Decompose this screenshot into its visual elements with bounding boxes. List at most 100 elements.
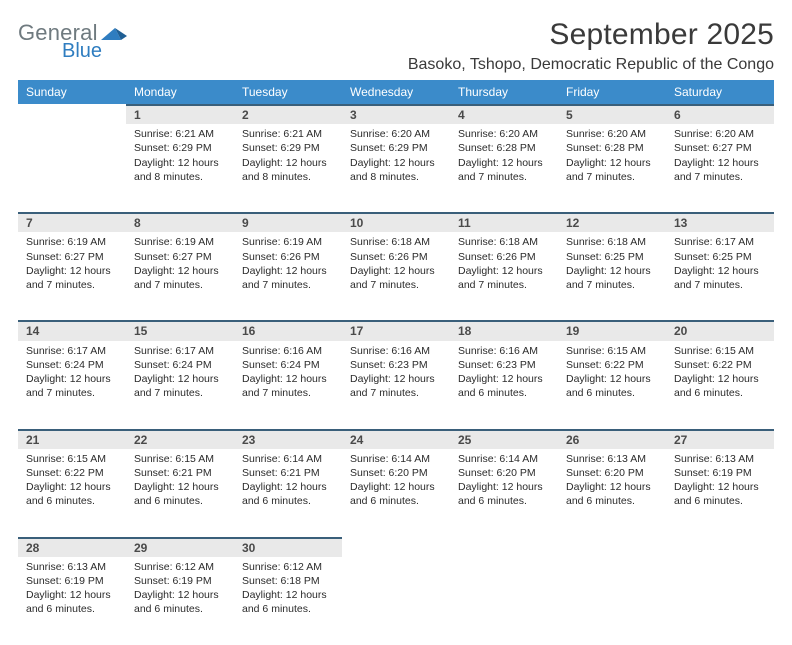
sunrise-text: Sunrise: 6:16 AM bbox=[242, 344, 334, 358]
daylight-text: Daylight: 12 hours and 7 minutes. bbox=[458, 156, 550, 184]
calendar-week-daynum-row: 78910111213 bbox=[18, 212, 774, 232]
brand-text-blue: Blue bbox=[62, 40, 102, 63]
daylight-text: Daylight: 12 hours and 7 minutes. bbox=[350, 372, 442, 400]
day-number: 21 bbox=[18, 429, 126, 449]
sunrise-text: Sunrise: 6:20 AM bbox=[674, 127, 766, 141]
day-number bbox=[450, 537, 558, 544]
calendar-day-content-cell: Sunrise: 6:18 AMSunset: 6:26 PMDaylight:… bbox=[450, 232, 558, 320]
calendar-day-number-cell: 2 bbox=[234, 104, 342, 124]
sunset-text: Sunset: 6:20 PM bbox=[566, 466, 658, 480]
sunset-text: Sunset: 6:24 PM bbox=[134, 358, 226, 372]
calendar-day-number-cell bbox=[558, 537, 666, 557]
calendar-day-content-cell bbox=[666, 557, 774, 645]
sunrise-text: Sunrise: 6:14 AM bbox=[458, 452, 550, 466]
sunrise-text: Sunrise: 6:15 AM bbox=[134, 452, 226, 466]
calendar-week-daynum-row: 282930 bbox=[18, 537, 774, 557]
sunrise-text: Sunrise: 6:14 AM bbox=[242, 452, 334, 466]
calendar-day-number-cell: 11 bbox=[450, 212, 558, 232]
calendar-day-content-cell: Sunrise: 6:15 AMSunset: 6:22 PMDaylight:… bbox=[558, 341, 666, 429]
daylight-text: Daylight: 12 hours and 6 minutes. bbox=[350, 480, 442, 508]
daylight-text: Daylight: 12 hours and 7 minutes. bbox=[242, 264, 334, 292]
sunrise-text: Sunrise: 6:16 AM bbox=[350, 344, 442, 358]
calendar-day-number-cell: 20 bbox=[666, 320, 774, 340]
day-details: Sunrise: 6:19 AMSunset: 6:27 PMDaylight:… bbox=[18, 232, 126, 298]
calendar-day-content-cell: Sunrise: 6:17 AMSunset: 6:24 PMDaylight:… bbox=[18, 341, 126, 429]
sunrise-text: Sunrise: 6:13 AM bbox=[674, 452, 766, 466]
calendar-day-number-cell: 13 bbox=[666, 212, 774, 232]
day-number: 29 bbox=[126, 537, 234, 557]
day-details: Sunrise: 6:16 AMSunset: 6:24 PMDaylight:… bbox=[234, 341, 342, 407]
day-details: Sunrise: 6:13 AMSunset: 6:19 PMDaylight:… bbox=[18, 557, 126, 623]
calendar-day-number-cell: 28 bbox=[18, 537, 126, 557]
sunrise-text: Sunrise: 6:18 AM bbox=[458, 235, 550, 249]
sunset-text: Sunset: 6:21 PM bbox=[134, 466, 226, 480]
daylight-text: Daylight: 12 hours and 6 minutes. bbox=[674, 372, 766, 400]
daylight-text: Daylight: 12 hours and 7 minutes. bbox=[350, 264, 442, 292]
calendar-day-content-cell bbox=[342, 557, 450, 645]
weekday-header: Thursday bbox=[450, 80, 558, 104]
sunrise-text: Sunrise: 6:16 AM bbox=[458, 344, 550, 358]
daylight-text: Daylight: 12 hours and 7 minutes. bbox=[26, 372, 118, 400]
calendar-day-content-cell: Sunrise: 6:21 AMSunset: 6:29 PMDaylight:… bbox=[234, 124, 342, 212]
daylight-text: Daylight: 12 hours and 6 minutes. bbox=[242, 480, 334, 508]
sunrise-text: Sunrise: 6:14 AM bbox=[350, 452, 442, 466]
sunset-text: Sunset: 6:19 PM bbox=[674, 466, 766, 480]
sunrise-text: Sunrise: 6:12 AM bbox=[242, 560, 334, 574]
day-number: 22 bbox=[126, 429, 234, 449]
calendar-day-number-cell: 6 bbox=[666, 104, 774, 124]
sunset-text: Sunset: 6:21 PM bbox=[242, 466, 334, 480]
sunset-text: Sunset: 6:22 PM bbox=[566, 358, 658, 372]
daylight-text: Daylight: 12 hours and 6 minutes. bbox=[566, 480, 658, 508]
calendar-day-content-cell: Sunrise: 6:20 AMSunset: 6:28 PMDaylight:… bbox=[450, 124, 558, 212]
calendar-week-content-row: Sunrise: 6:17 AMSunset: 6:24 PMDaylight:… bbox=[18, 341, 774, 429]
calendar-day-number-cell: 27 bbox=[666, 429, 774, 449]
sunset-text: Sunset: 6:28 PM bbox=[458, 141, 550, 155]
calendar-week-daynum-row: 21222324252627 bbox=[18, 429, 774, 449]
calendar-day-content-cell bbox=[18, 124, 126, 212]
daylight-text: Daylight: 12 hours and 8 minutes. bbox=[350, 156, 442, 184]
calendar-week-daynum-row: 123456 bbox=[18, 104, 774, 124]
day-number: 10 bbox=[342, 212, 450, 232]
calendar-week-content-row: Sunrise: 6:21 AMSunset: 6:29 PMDaylight:… bbox=[18, 124, 774, 212]
day-number: 28 bbox=[18, 537, 126, 557]
day-details: Sunrise: 6:14 AMSunset: 6:20 PMDaylight:… bbox=[342, 449, 450, 515]
daylight-text: Daylight: 12 hours and 6 minutes. bbox=[26, 588, 118, 616]
calendar-day-number-cell: 22 bbox=[126, 429, 234, 449]
weekday-header: Monday bbox=[126, 80, 234, 104]
calendar-table: Sunday Monday Tuesday Wednesday Thursday… bbox=[18, 80, 774, 645]
daylight-text: Daylight: 12 hours and 7 minutes. bbox=[26, 264, 118, 292]
sunset-text: Sunset: 6:20 PM bbox=[458, 466, 550, 480]
daylight-text: Daylight: 12 hours and 6 minutes. bbox=[458, 372, 550, 400]
day-number bbox=[558, 537, 666, 544]
calendar-day-number-cell bbox=[342, 537, 450, 557]
day-details: Sunrise: 6:13 AMSunset: 6:20 PMDaylight:… bbox=[558, 449, 666, 515]
brand-logo: General Blue bbox=[18, 18, 127, 63]
daylight-text: Daylight: 12 hours and 6 minutes. bbox=[458, 480, 550, 508]
calendar-day-content-cell: Sunrise: 6:18 AMSunset: 6:26 PMDaylight:… bbox=[342, 232, 450, 320]
calendar-day-number-cell: 3 bbox=[342, 104, 450, 124]
calendar-day-number-cell: 24 bbox=[342, 429, 450, 449]
sunrise-text: Sunrise: 6:20 AM bbox=[566, 127, 658, 141]
day-number: 11 bbox=[450, 212, 558, 232]
calendar-week-content-row: Sunrise: 6:15 AMSunset: 6:22 PMDaylight:… bbox=[18, 449, 774, 537]
calendar-day-number-cell: 18 bbox=[450, 320, 558, 340]
calendar-day-number-cell: 26 bbox=[558, 429, 666, 449]
day-number: 17 bbox=[342, 320, 450, 340]
day-number: 24 bbox=[342, 429, 450, 449]
calendar-day-content-cell: Sunrise: 6:19 AMSunset: 6:26 PMDaylight:… bbox=[234, 232, 342, 320]
sunrise-text: Sunrise: 6:18 AM bbox=[566, 235, 658, 249]
calendar-header-row: Sunday Monday Tuesday Wednesday Thursday… bbox=[18, 80, 774, 104]
calendar-day-number-cell: 9 bbox=[234, 212, 342, 232]
day-details: Sunrise: 6:18 AMSunset: 6:26 PMDaylight:… bbox=[342, 232, 450, 298]
daylight-text: Daylight: 12 hours and 7 minutes. bbox=[134, 264, 226, 292]
calendar-day-number-cell: 8 bbox=[126, 212, 234, 232]
brand-mark-icon bbox=[101, 24, 127, 42]
sunset-text: Sunset: 6:24 PM bbox=[242, 358, 334, 372]
sunset-text: Sunset: 6:25 PM bbox=[566, 250, 658, 264]
sunset-text: Sunset: 6:27 PM bbox=[134, 250, 226, 264]
day-details: Sunrise: 6:20 AMSunset: 6:28 PMDaylight:… bbox=[558, 124, 666, 190]
sunset-text: Sunset: 6:26 PM bbox=[350, 250, 442, 264]
day-details: Sunrise: 6:14 AMSunset: 6:20 PMDaylight:… bbox=[450, 449, 558, 515]
daylight-text: Daylight: 12 hours and 7 minutes. bbox=[458, 264, 550, 292]
calendar-day-content-cell: Sunrise: 6:16 AMSunset: 6:24 PMDaylight:… bbox=[234, 341, 342, 429]
